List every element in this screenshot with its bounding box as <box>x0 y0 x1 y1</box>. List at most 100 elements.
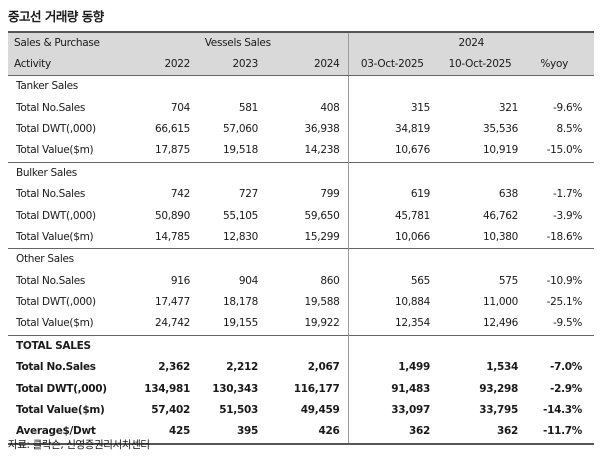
value-yoy: 8.5% <box>556 122 583 135</box>
value-date-1: 362 <box>347 421 436 445</box>
empty-cell <box>524 334 595 358</box>
row-label: Total DWT(,000) <box>16 382 107 395</box>
empty-cell <box>128 76 196 98</box>
table-row: Total No.Sales 742 727 799 619 638 -1.7% <box>8 183 594 206</box>
row-label: Total Value($m) <box>16 317 94 330</box>
value-date-2: 93,298 <box>479 382 518 395</box>
section-header-row: TOTAL SALES <box>8 334 595 358</box>
value-date-2: 46,762 <box>483 209 518 222</box>
value-2024: 19,588 <box>304 296 340 309</box>
row-label: Total Value($m) <box>16 144 94 157</box>
value-2022: 2,362 <box>158 361 190 374</box>
section-title: Other Sales <box>8 248 128 271</box>
value-2024: 799 <box>320 188 340 201</box>
value-yoy: -9.6% <box>553 101 583 114</box>
value-date-1: 10,676 <box>347 140 436 163</box>
header-activity: Activity <box>8 54 128 76</box>
empty-cell <box>264 76 348 98</box>
value-date-2: 362 <box>436 421 524 445</box>
value-2022: 57,402 <box>151 404 190 417</box>
section-header-row: Other Sales <box>8 248 595 271</box>
row-label: Total No.Sales <box>16 188 86 201</box>
header-yoy: %yoy <box>524 54 595 76</box>
value-2022: 24,742 <box>155 317 190 330</box>
value-date-2: 33,795 <box>479 404 518 417</box>
header-year: 2024 <box>347 31 595 54</box>
header-row-2: Activity 2022 2023 2024 03-Oct-2025 10-O… <box>8 54 595 76</box>
row-label: Total DWT(,000) <box>16 209 96 222</box>
value-date-1: 10,066 <box>347 226 436 249</box>
value-2022: 17,875 <box>155 144 190 157</box>
value-2022: 14,785 <box>155 230 190 243</box>
table-row: Total No.Sales 916 904 860 565 575 -10.9% <box>8 270 594 292</box>
empty-cell <box>128 161 196 184</box>
value-2022: 17,477 <box>155 296 190 309</box>
value-date-2: 1,534 <box>486 361 518 374</box>
value-2022: 66,615 <box>155 122 190 135</box>
value-yoy: -10.9% <box>546 274 583 287</box>
row-label: Total DWT(,000) <box>16 296 96 309</box>
header-date-1: 03-Oct-2025 <box>347 54 436 76</box>
value-2023: 581 <box>238 101 258 114</box>
value-2024: 14,238 <box>304 144 340 157</box>
table-title: 중고선 거래량 동향 <box>8 9 104 24</box>
value-date-1: 45,781 <box>347 205 436 227</box>
table-row: Total DWT(,000) 17,477 18,178 19,588 10,884 1… <box>8 291 594 314</box>
section-title: TOTAL SALES <box>8 334 128 358</box>
empty-cell <box>524 248 595 271</box>
value-date-1: 619 <box>347 183 436 206</box>
value-date-2: 12,496 <box>483 317 518 330</box>
section-header-row: Bulker Sales <box>8 161 595 184</box>
value-yoy: -14.3% <box>543 404 583 417</box>
header-row-1: Sales & Purchase Vessels Sales 2024 <box>8 31 595 54</box>
value-2024: 860 <box>320 274 340 287</box>
value-2023: 51,503 <box>219 404 258 417</box>
empty-cell <box>436 76 524 98</box>
value-2024: 2,067 <box>307 361 340 374</box>
table-row: Total No.Sales 2,362 2,212 2,067 1,499 1,534 -… <box>8 357 594 379</box>
value-2023: 12,830 <box>223 230 258 243</box>
value-date-2: 575 <box>498 274 518 287</box>
value-date-2: 10,919 <box>483 144 518 157</box>
table-row: Total No.Sales 704 581 408 315 321 -9.6% <box>8 97 594 119</box>
value-2022: 742 <box>170 188 190 201</box>
value-date-1: 1,499 <box>347 357 436 379</box>
value-yoy: -15.0% <box>546 144 583 157</box>
row-label: Total Value($m) <box>16 230 94 243</box>
table-row: Total Value($m) 14,785 12,830 15,299 10,066 1… <box>8 226 594 249</box>
value-date-1: 565 <box>347 270 436 292</box>
row-label: Total Value($m) <box>16 404 105 417</box>
empty-cell <box>524 76 594 98</box>
value-2023: 55,105 <box>223 209 258 222</box>
row-label: Total No.Sales <box>16 101 86 114</box>
source-note: 자료: 클락슨, 신영증권리서치센터 <box>8 439 150 451</box>
value-date-2: 321 <box>498 101 518 114</box>
table-row: Total DWT(,000) 134,981 130,343 116,177 91,4… <box>8 378 594 400</box>
value-yoy: -2.9% <box>550 382 583 395</box>
header-2024: 2024 <box>264 54 348 76</box>
value-date-2: 35,536 <box>483 122 518 135</box>
empty-cell <box>264 334 348 358</box>
value-2022: 704 <box>170 101 190 114</box>
value-2023: 727 <box>238 188 258 201</box>
empty-cell <box>196 76 264 98</box>
empty-cell <box>128 248 196 271</box>
empty-cell <box>347 248 436 271</box>
value-2022: 134,981 <box>144 382 190 395</box>
empty-cell <box>524 161 595 184</box>
empty-cell <box>347 334 436 358</box>
table-row: Total Value($m) 24,742 19,155 19,922 12,354 1… <box>8 313 594 336</box>
value-yoy: -25.1% <box>546 296 583 309</box>
empty-cell <box>264 248 348 271</box>
value-date-2: 10,380 <box>483 230 518 243</box>
section-title: Tanker Sales <box>16 80 78 93</box>
empty-cell <box>347 75 436 98</box>
ship-sales-table: Sales & Purchase Vessels Sales 2024 Acti… <box>8 31 595 445</box>
table-row: Average$/Dwt 425 395 426 362 362 -11.7% <box>8 421 595 445</box>
value-yoy: -9.5% <box>553 317 583 330</box>
table-row: Total Value($m) 57,402 51,503 49,459 33,097 3… <box>8 399 594 422</box>
row-label: Total No.Sales <box>16 361 96 374</box>
row-label: Total No.Sales <box>16 274 86 287</box>
value-2023: 395 <box>196 421 264 445</box>
value-2022: 425 <box>128 421 196 445</box>
